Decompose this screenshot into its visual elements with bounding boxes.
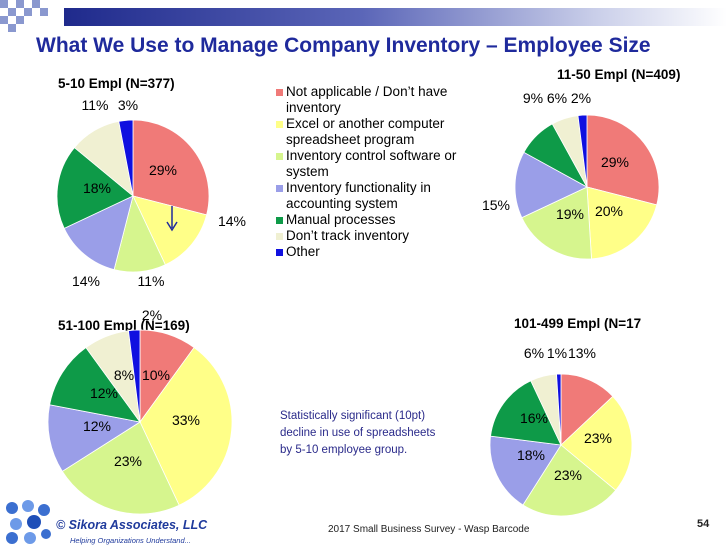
legend-item: Excel or another computer spreadsheet pr…: [276, 116, 476, 148]
chart-title-101-499: 101-499 Empl (N=17: [514, 316, 642, 331]
pie-data-label: 2%: [571, 90, 591, 106]
pie-data-label: 2%: [142, 307, 162, 323]
pie-data-label: 15%: [482, 197, 510, 213]
pie-data-label: 6%: [524, 345, 544, 361]
pie-data-label: 14%: [218, 213, 246, 229]
pie-slice: [132, 119, 210, 216]
pie-slice: [586, 114, 660, 206]
legend-swatch: [276, 233, 283, 240]
legend-swatch: [276, 217, 283, 224]
pie-slice: [118, 119, 134, 197]
legend-item: Inventory control software or system: [276, 148, 476, 180]
pie-slice: [577, 114, 588, 188]
pie-data-label: 1%: [547, 345, 567, 361]
pie-data-label: 18%: [517, 447, 545, 463]
pie-data-label: 11%: [138, 273, 165, 289]
pie-data-label: 13%: [568, 345, 596, 361]
pie-data-label: 8%: [114, 367, 134, 383]
decline-arrow-icon: [166, 206, 178, 237]
pie-data-label: 14%: [72, 273, 100, 289]
pie-slice: [128, 329, 141, 423]
legend-swatch: [276, 153, 283, 160]
pie-data-label: 16%: [520, 410, 548, 426]
pie-data-label: 3%: [118, 97, 138, 113]
pie-data-label: 18%: [83, 180, 111, 196]
chart-title-5-10: 5-10 Empl (N=377): [58, 76, 175, 91]
legend-item: Don’t track inventory: [276, 228, 476, 244]
slide-header-decoration: [0, 0, 727, 32]
pie-data-label: 33%: [172, 412, 200, 428]
pie-slice: [132, 195, 208, 266]
legend-swatch: [276, 89, 283, 96]
pie-slice: [514, 151, 588, 219]
pie-slice: [489, 435, 562, 506]
legend-swatch: [276, 121, 283, 128]
footer-text: 2017 Small Business Survey - Wasp Barcod…: [328, 524, 530, 535]
pie-data-label: 23%: [554, 467, 582, 483]
pie-slice: [560, 395, 633, 491]
pie-data-label: 23%: [584, 430, 612, 446]
chart-title-51-100: 51-100 Empl (N=169): [58, 318, 190, 333]
pie-data-label: 6%: [547, 90, 567, 106]
pie-slice: [586, 186, 658, 260]
pie-slice: [556, 373, 562, 446]
page-number: 54: [697, 518, 710, 530]
legend-swatch: [276, 185, 283, 192]
pie-slice: [56, 146, 134, 229]
pie-slice: [139, 347, 233, 506]
significance-note: Statistically significant (10pt) decline…: [280, 410, 436, 456]
logo-tagline: Helping Organizations Understand...: [70, 536, 191, 545]
legend-item: Other: [276, 244, 476, 260]
logo-name: © Sikora Associates, LLC: [56, 518, 208, 532]
pie-data-label: 11%: [82, 97, 109, 113]
pie-slice: [63, 195, 134, 271]
pie-data-label: 19%: [556, 206, 584, 222]
legend: Not applicable / Don’t have inventory Ex…: [276, 84, 476, 260]
legend-item: Inventory functionality in accounting sy…: [276, 180, 476, 212]
pie-data-label: 23%: [114, 453, 142, 469]
pie-slice: [522, 444, 617, 517]
legend-item: Manual processes: [276, 212, 476, 228]
pie-slice: [47, 404, 142, 472]
sikora-logo-icon: [6, 500, 51, 544]
chart-title-11-50: 11-50 Empl (N=409): [557, 67, 681, 82]
pie-data-label: 20%: [595, 203, 623, 219]
pie-slice: [490, 380, 562, 446]
pie-data-label: 12%: [90, 385, 118, 401]
pie-data-label: 10%: [142, 367, 170, 383]
pie-data-label: 12%: [83, 418, 111, 434]
pie-slice: [521, 186, 592, 260]
pie-slice: [61, 421, 180, 515]
pie-data-label: 9%: [523, 90, 543, 106]
legend-item: Not applicable / Don’t have inventory: [276, 84, 476, 116]
legend-swatch: [276, 249, 283, 256]
pie-data-label: 29%: [149, 162, 177, 178]
pie-slice: [560, 373, 614, 446]
pie-slice: [49, 347, 141, 423]
slide-title: What We Use to Manage Company Inventory …: [36, 34, 651, 57]
pie-data-label: 29%: [601, 154, 629, 170]
